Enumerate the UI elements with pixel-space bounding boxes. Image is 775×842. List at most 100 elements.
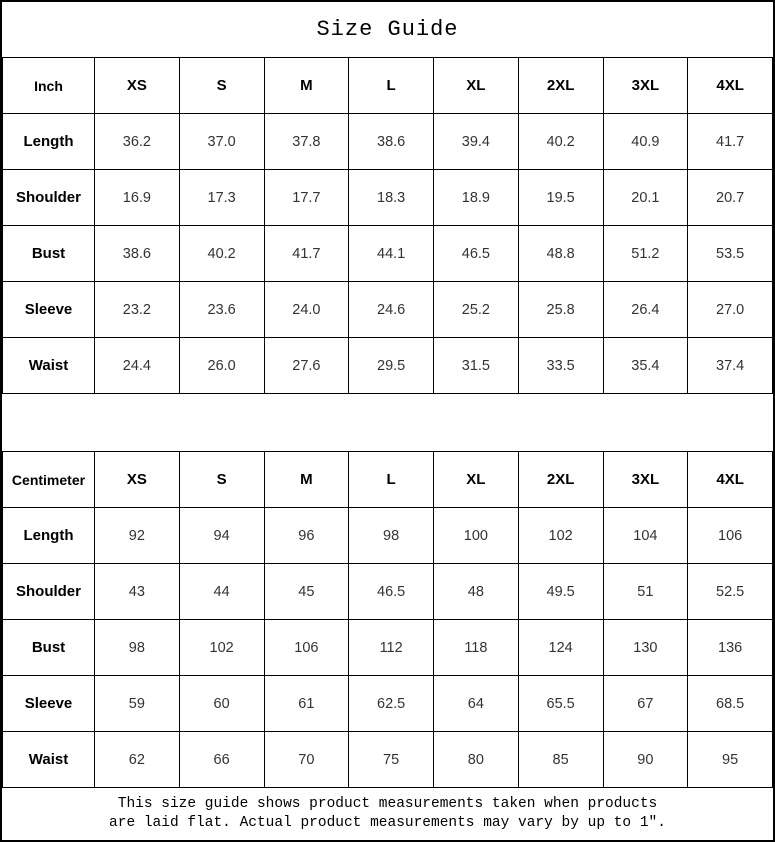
measurement-value-cell: 20.1	[602, 169, 689, 226]
size-header-cell: XS	[94, 57, 180, 114]
measurement-value-cell: 48.8	[517, 225, 604, 282]
size-header-cell: 2XL	[517, 57, 604, 114]
measurement-row: Length 36.2 37.0 37.8 38.6 39.4 40.2 40.9 41.7	[2, 113, 773, 170]
measurement-value-cell: 27.0	[687, 281, 773, 338]
measurement-row: Shoulder 43 44 45 46.5 48 49.5 51 52.5	[2, 563, 773, 620]
measurement-value-cell: 39.4	[433, 113, 519, 170]
measurement-value-cell: 80	[433, 731, 519, 788]
measurement-value-cell: 17.7	[263, 169, 350, 226]
measurement-value-cell: 136	[687, 619, 773, 676]
size-header-cell: L	[348, 451, 434, 508]
measurement-value-cell: 102	[178, 619, 265, 676]
measurement-value-cell: 40.2	[178, 225, 265, 282]
measurement-value-cell: 75	[348, 731, 434, 788]
measurement-value-cell: 90	[602, 731, 689, 788]
size-header-cell: 4XL	[687, 451, 773, 508]
measurement-value-cell: 45	[263, 563, 350, 620]
measurement-value-cell: 25.2	[433, 281, 519, 338]
measurement-value-cell: 67	[602, 675, 689, 732]
footer-note-line1: This size guide shows product measuremen…	[117, 796, 658, 812]
measurement-row: Bust 98 102 106 112 118 124 130 136	[2, 619, 773, 676]
footer-note: This size guide shows product measuremen…	[2, 788, 773, 840]
size-header-cell: XS	[94, 451, 180, 508]
measurement-value-cell: 48	[433, 563, 519, 620]
measurement-value-cell: 18.9	[433, 169, 519, 226]
measurement-value-cell: 61	[263, 675, 350, 732]
measurement-value-cell: 25.8	[517, 281, 604, 338]
row-label-cell: Waist	[2, 337, 95, 394]
measurement-value-cell: 40.2	[517, 113, 604, 170]
measurement-value-cell: 26.0	[178, 337, 265, 394]
measurement-value-cell: 44	[178, 563, 265, 620]
measurement-value-cell: 23.6	[178, 281, 265, 338]
measurement-row: Bust 38.6 40.2 41.7 44.1 46.5 48.8 51.2 53.5	[2, 225, 773, 282]
size-header-cell: M	[263, 57, 350, 114]
measurement-value-cell: 70	[263, 731, 350, 788]
measurement-value-cell: 49.5	[517, 563, 604, 620]
measurement-value-cell: 37.8	[263, 113, 350, 170]
measurement-value-cell: 27.6	[263, 337, 350, 394]
size-header-cell: L	[348, 57, 434, 114]
row-label-cell: Bust	[2, 225, 95, 282]
footer-note-line2: are laid flat. Actual product measuremen…	[109, 815, 666, 831]
measurement-value-cell: 68.5	[687, 675, 773, 732]
measurement-value-cell: 130	[602, 619, 689, 676]
measurement-value-cell: 36.2	[94, 113, 180, 170]
row-label-cell: Bust	[2, 619, 95, 676]
measurement-value-cell: 41.7	[687, 113, 773, 170]
measurement-value-cell: 41.7	[263, 225, 350, 282]
measurement-value-cell: 24.4	[94, 337, 180, 394]
measurement-row: Length 92 94 96 98 100 102 104 106	[2, 507, 773, 564]
measurement-value-cell: 38.6	[348, 113, 434, 170]
measurement-value-cell: 65.5	[517, 675, 604, 732]
measurement-value-cell: 29.5	[348, 337, 434, 394]
measurement-value-cell: 44.1	[348, 225, 434, 282]
measurement-value-cell: 59	[94, 675, 180, 732]
measurement-value-cell: 85	[517, 731, 604, 788]
measurement-value-cell: 95	[687, 731, 773, 788]
row-label-cell: Length	[2, 113, 95, 170]
measurement-value-cell: 43	[94, 563, 180, 620]
measurement-value-cell: 37.4	[687, 337, 773, 394]
measurement-value-cell: 52.5	[687, 563, 773, 620]
row-label-cell: Sleeve	[2, 675, 95, 732]
unit-header-cell: Centimeter	[2, 451, 95, 508]
measurement-value-cell: 53.5	[687, 225, 773, 282]
measurement-value-cell: 106	[687, 507, 773, 564]
row-label-cell: Shoulder	[2, 169, 95, 226]
measurement-value-cell: 24.0	[263, 281, 350, 338]
measurement-row: Shoulder 16.9 17.3 17.7 18.3 18.9 19.5 20.1 20.7	[2, 169, 773, 226]
inch-size-table: Inch XS S M L XL 2XL 3XL 4XL Length 36.2 37.0 37.8 38…	[2, 57, 773, 394]
measurement-value-cell: 51.2	[602, 225, 689, 282]
measurement-value-cell: 18.3	[348, 169, 434, 226]
measurement-value-cell: 66	[178, 731, 265, 788]
measurement-value-cell: 38.6	[94, 225, 180, 282]
size-header-cell: S	[178, 451, 265, 508]
measurement-row: Waist 24.4 26.0 27.6 29.5 31.5 33.5 35.4 37.4	[2, 337, 773, 394]
measurement-value-cell: 64	[433, 675, 519, 732]
size-header-cell: XL	[433, 57, 519, 114]
measurement-value-cell: 106	[263, 619, 350, 676]
measurement-value-cell: 60	[178, 675, 265, 732]
measurement-value-cell: 33.5	[517, 337, 604, 394]
row-label-cell: Sleeve	[2, 281, 95, 338]
measurement-value-cell: 118	[433, 619, 519, 676]
size-header-row: Centimeter XS S M L XL 2XL 3XL 4XL	[2, 451, 773, 508]
measurement-value-cell: 37.0	[178, 113, 265, 170]
measurement-value-cell: 51	[602, 563, 689, 620]
centimeter-size-table: Centimeter XS S M L XL 2XL 3XL 4XL Length 92 94 96 98…	[2, 451, 773, 788]
measurement-value-cell: 98	[94, 619, 180, 676]
row-label-cell: Shoulder	[2, 563, 95, 620]
measurement-value-cell: 102	[517, 507, 604, 564]
measurement-row: Sleeve 23.2 23.6 24.0 24.6 25.2 25.8 26.4 27.0	[2, 281, 773, 338]
table-spacer	[2, 394, 773, 451]
row-label-cell: Waist	[2, 731, 95, 788]
measurement-row: Waist 62 66 70 75 80 85 90 95	[2, 731, 773, 788]
measurement-value-cell: 16.9	[94, 169, 180, 226]
measurement-value-cell: 98	[348, 507, 434, 564]
measurement-row: Sleeve 59 60 61 62.5 64 65.5 67 68.5	[2, 675, 773, 732]
page-title: Size Guide	[316, 17, 459, 42]
size-header-cell: 4XL	[687, 57, 773, 114]
size-header-row: Inch XS S M L XL 2XL 3XL 4XL	[2, 57, 773, 114]
